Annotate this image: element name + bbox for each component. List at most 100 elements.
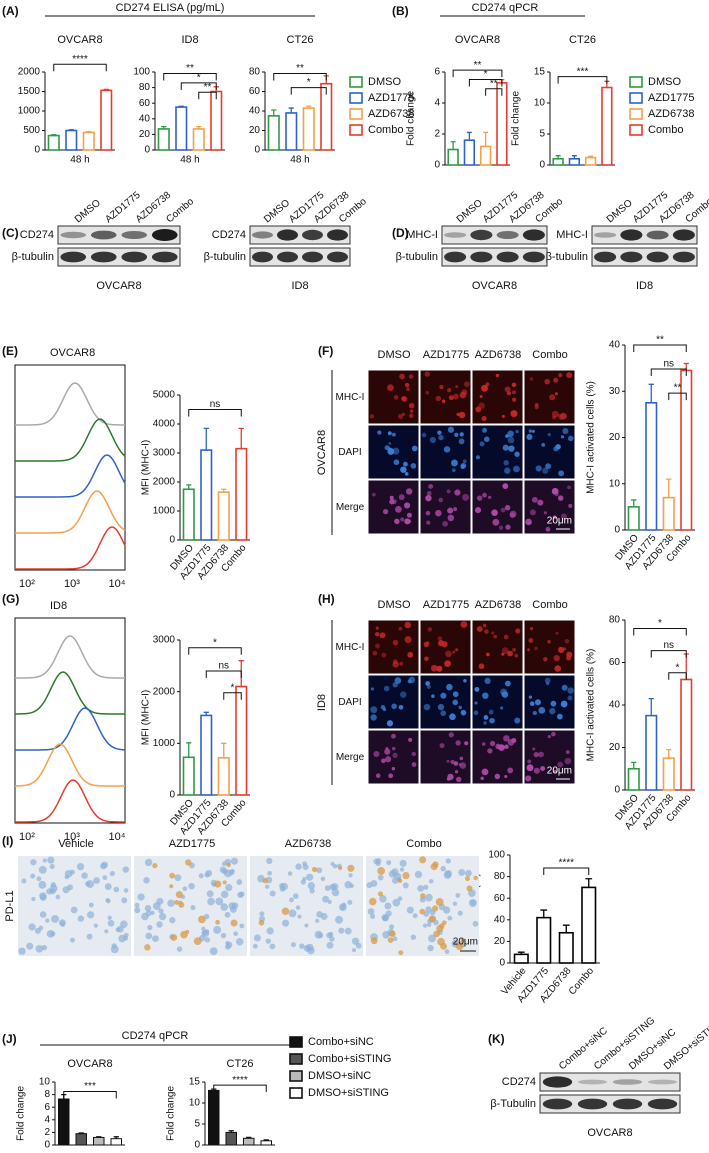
nucleus	[62, 886, 70, 894]
nucleus	[201, 926, 206, 931]
micrograph	[523, 729, 576, 785]
cell	[558, 646, 565, 653]
significance-label: ****	[558, 858, 574, 869]
bar	[235, 447, 248, 541]
nucleus	[47, 856, 55, 864]
micro-row-label: Merge	[336, 752, 365, 763]
nucleus	[427, 944, 434, 952]
y-tick-label: 20	[139, 129, 151, 140]
cell	[373, 750, 380, 758]
blot-band	[594, 232, 617, 238]
nucleus	[470, 899, 476, 906]
blot-band	[647, 1098, 678, 1110]
cell	[476, 495, 483, 501]
cell	[567, 435, 574, 442]
significance-bracket	[198, 91, 217, 100]
stain	[281, 907, 290, 915]
cell	[431, 694, 435, 698]
cell	[426, 684, 431, 689]
stain	[215, 919, 221, 925]
y-tick-label: 0	[254, 145, 260, 156]
nucleus	[307, 882, 315, 890]
nucleus	[30, 859, 37, 866]
stain	[370, 937, 378, 945]
error-bar	[555, 155, 561, 159]
cell	[526, 764, 534, 772]
nucleus	[367, 908, 375, 915]
nucleus	[134, 907, 141, 914]
cell	[440, 692, 447, 699]
bar	[200, 714, 213, 796]
cell	[494, 773, 501, 780]
y-tick-label: 10	[189, 1098, 201, 1109]
cell	[549, 394, 556, 401]
stain	[432, 861, 439, 868]
y-tick-label: 30	[609, 386, 621, 397]
flow-curve	[15, 779, 125, 823]
blot-band	[121, 231, 148, 239]
nucleus	[45, 918, 50, 923]
error-bar	[517, 951, 525, 955]
y-tick-label: 4000	[153, 419, 176, 430]
stain	[169, 884, 174, 889]
cell	[489, 740, 496, 747]
nucleus	[252, 943, 258, 949]
nucleus	[182, 886, 188, 892]
cell	[504, 504, 511, 511]
legend-swatch	[289, 1087, 303, 1099]
nucleus	[237, 891, 244, 899]
cell	[476, 626, 483, 632]
error-bar	[186, 484, 192, 490]
nucleus	[156, 921, 163, 928]
cell	[489, 717, 495, 724]
nucleus	[397, 896, 403, 901]
nucleus	[115, 927, 121, 933]
cell	[456, 776, 462, 783]
nucleus	[104, 929, 109, 934]
flow-tick-label: 10⁴	[109, 578, 126, 590]
cell	[547, 734, 551, 739]
bar	[47, 134, 60, 151]
cell-line-label: OVCAR8	[472, 280, 517, 292]
cell	[501, 647, 509, 655]
panel-label: (H)	[318, 592, 335, 606]
nucleus	[49, 884, 58, 893]
significance-label: ***	[84, 1081, 96, 1092]
nucleus	[419, 896, 426, 903]
stain	[389, 930, 396, 937]
nucleus	[18, 947, 26, 955]
micrograph	[523, 479, 576, 535]
nucleus	[49, 863, 55, 870]
cell	[448, 732, 454, 738]
stain	[460, 937, 466, 943]
significance-bracket	[468, 78, 503, 87]
cell	[511, 397, 517, 402]
legend-swatch	[289, 1036, 303, 1048]
nucleus	[86, 933, 93, 940]
cell	[426, 490, 432, 496]
lane-label: DMSO	[262, 197, 292, 225]
cell	[409, 409, 414, 413]
nucleus	[118, 934, 126, 943]
y-axis-label: Fold change	[16, 1086, 27, 1141]
y-tick-label: 15	[189, 1077, 201, 1088]
nucleus	[269, 890, 276, 897]
cell	[391, 703, 397, 710]
cell	[503, 460, 509, 466]
nucleus	[190, 905, 196, 911]
y-tick-label: 2	[434, 129, 440, 140]
cell	[504, 744, 509, 749]
cell	[534, 699, 541, 706]
cell	[476, 455, 480, 460]
nucleus	[230, 857, 239, 865]
y-tick-label: 0	[169, 790, 175, 801]
bar	[558, 931, 574, 964]
cell	[504, 386, 511, 393]
cell	[503, 634, 509, 640]
significance-bracket	[163, 73, 217, 81]
micro-column-label: AZD1775	[423, 599, 469, 611]
nucleus	[167, 899, 175, 907]
y-tick-label: 1500	[18, 86, 41, 97]
legend-swatch	[629, 124, 643, 136]
legend-swatch	[289, 1070, 303, 1082]
